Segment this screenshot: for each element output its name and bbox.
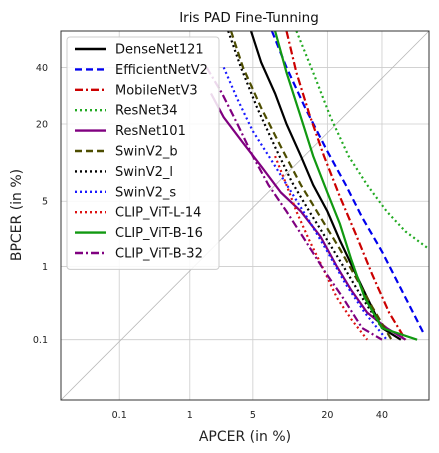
- legend-entry: ResNet34: [115, 104, 178, 119]
- legend-entry: CLIP_ViT-L-14: [115, 206, 201, 221]
- y-tick-label: 5: [42, 197, 48, 208]
- series-line: [210, 92, 407, 341]
- series-line: [295, 31, 429, 250]
- legend-entry: ResNet101: [115, 124, 186, 139]
- series-line: [274, 31, 418, 341]
- y-axis-label: BPCER (in %): [9, 169, 25, 261]
- series-line: [229, 31, 393, 341]
- series-line: [270, 31, 426, 335]
- legend-entry: SwinV2_l: [115, 165, 173, 180]
- series-line: [274, 155, 369, 341]
- series-layer: [205, 31, 429, 341]
- x-axis-label: APCER (in %): [199, 429, 291, 445]
- legend: DenseNet121 EfficientNetV2 MobileNetV3 ResN…: [66, 36, 220, 270]
- series-line: [249, 31, 402, 341]
- y-tick-label: 20: [36, 120, 48, 131]
- legend-entry: CLIP_ViT-B-16: [115, 226, 203, 241]
- x-tick-label: 5: [250, 410, 256, 421]
- y-tick-label: 40: [36, 63, 48, 74]
- tick-labels: 0.1 1 5 20 40 0.1 1 5 20 40: [33, 63, 388, 421]
- series-line: [205, 66, 383, 341]
- series-line: [222, 66, 388, 341]
- x-tick-label: 0.1: [112, 410, 127, 421]
- legend-entry: SwinV2_s: [115, 185, 176, 200]
- plot-frame: [60, 30, 430, 401]
- legend-entry: CLIP_ViT-B-32: [115, 247, 203, 262]
- x-tick-label: 20: [321, 410, 333, 421]
- x-tick-label: 1: [187, 410, 193, 421]
- diagonal-reference-line: [60, 30, 430, 401]
- series-line: [227, 31, 383, 329]
- legend-entry: MobileNetV3: [115, 83, 198, 98]
- legend-entry: DenseNet121: [115, 43, 204, 58]
- y-tick-label: 0.1: [33, 335, 48, 346]
- legend-entry: EfficientNetV2: [115, 63, 208, 78]
- chart-title: Iris PAD Fine-Tunning: [179, 10, 319, 26]
- legend-entry: SwinV2_b: [115, 145, 178, 160]
- y-tick-label: 1: [42, 262, 48, 273]
- x-tick-label: 40: [376, 410, 388, 421]
